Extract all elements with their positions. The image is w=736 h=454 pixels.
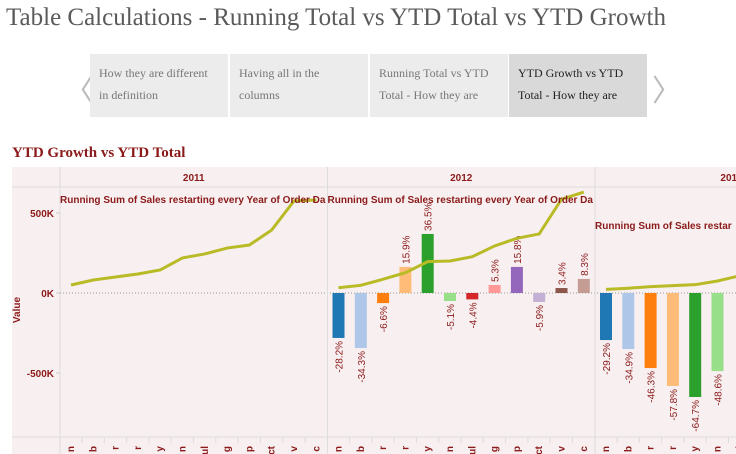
story-point-2[interactable]: Having all in the columns	[230, 54, 368, 117]
month-label: g	[222, 446, 233, 452]
running-sum-annotation: Running Sum of Sales restar	[595, 221, 732, 232]
pane-2011: 2011 Running Sum of Sales restarting ever…	[60, 173, 328, 454]
month-label: g	[490, 446, 501, 452]
bar-data-label: -5.9%	[535, 305, 546, 331]
month-label: r	[400, 446, 411, 450]
month-label: p	[512, 446, 523, 452]
month-label: n	[713, 446, 724, 452]
story-point-3[interactable]: Running Total vs YTD Total - How they ar…	[370, 54, 508, 117]
bar-data-label: -48.6%	[714, 374, 725, 406]
bar	[622, 293, 635, 349]
month-label: ul	[735, 446, 736, 454]
bar	[510, 266, 523, 293]
month-label: y	[423, 446, 434, 452]
bar	[444, 293, 456, 301]
bar	[332, 293, 345, 338]
month-label: n	[66, 446, 77, 452]
bar-data-label: 5.3%	[491, 259, 502, 282]
bar-data-label: 3.4%	[558, 262, 569, 285]
bar-data-label: 8.3%	[580, 253, 591, 276]
bar	[533, 293, 546, 302]
bar	[466, 293, 479, 300]
bar-data-label: -4.4%	[468, 302, 479, 328]
pane-201: 201 -29.2% -34.9% -46.3% -57.8% -64.7% -48.6% R…	[595, 173, 736, 454]
month-label: n	[445, 446, 456, 452]
running-sum-annotation: Running Sum of Sales restarting every Ye…	[60, 195, 326, 206]
y-tick-label: 500K	[30, 209, 55, 220]
bar-data-label: -57.8%	[669, 389, 680, 421]
month-label: c	[579, 446, 590, 452]
page-title: Table Calculations - Running Total vs YT…	[6, 4, 666, 31]
bar	[689, 293, 702, 397]
chart-background	[12, 167, 736, 454]
bar-data-label: 15.9%	[401, 235, 412, 263]
bar	[555, 288, 568, 293]
bar	[644, 293, 657, 369]
running-sum-annotation: Running Sum of Sales restarting every Ye…	[328, 195, 594, 206]
month-label: b	[356, 446, 367, 452]
bar-data-label: -34.3%	[357, 351, 368, 383]
month-label: y	[690, 446, 701, 452]
month-label: r	[133, 446, 144, 450]
month-label: n	[178, 446, 189, 452]
y-tick-label: -500K	[27, 369, 55, 380]
bar	[377, 293, 390, 304]
chevron-right-icon[interactable]: 〉	[652, 74, 682, 109]
pane-year-label: 201	[720, 173, 736, 184]
month-label: r	[646, 446, 657, 450]
bar-data-label: -34.9%	[624, 352, 635, 384]
story-point-4[interactable]: YTD Growth vs YTD Total - How they are	[509, 54, 647, 117]
bar	[488, 285, 501, 293]
month-label: ct	[267, 445, 278, 454]
month-label: ct	[534, 445, 545, 454]
chevron-left-icon[interactable]: 〈	[64, 74, 94, 109]
bar-data-label: -28.2%	[335, 341, 346, 373]
story-carousel: 〈 How they are different in definition H…	[60, 54, 682, 119]
month-label: ul	[200, 446, 211, 454]
bar	[600, 293, 612, 341]
month-label: r	[111, 446, 122, 450]
running-sum-line	[605, 275, 736, 291]
running-sum-line	[338, 190, 585, 290]
bar-data-label: -6.6%	[379, 306, 390, 332]
running-sum-line	[70, 198, 317, 287]
month-label: v	[557, 446, 568, 452]
month-label: b	[88, 446, 99, 452]
y-axis-title: Value	[12, 297, 23, 324]
bar	[421, 233, 434, 293]
y-tick-label: 0K	[41, 289, 55, 300]
bar	[666, 293, 679, 386]
month-label: p	[244, 446, 255, 452]
story-point-1[interactable]: How they are different in definition	[90, 54, 228, 117]
month-label: y	[155, 446, 166, 452]
month-label: c	[311, 446, 322, 452]
bar-data-label: -46.3%	[647, 371, 658, 403]
bar	[577, 278, 590, 293]
bar	[711, 293, 724, 372]
month-label: v	[289, 446, 300, 452]
month-label: ul	[467, 446, 478, 454]
bar-data-label: -64.7%	[691, 400, 702, 432]
bar-data-label: -29.2%	[602, 343, 613, 375]
bar	[354, 293, 367, 349]
month-label: n	[601, 446, 612, 452]
pane-year-label: 2012	[450, 173, 473, 184]
bar-data-label: -5.1%	[446, 304, 457, 330]
chart-title: YTD Growth vs YTD Total	[12, 145, 186, 161]
bar-data-label: 36.5%	[424, 202, 435, 230]
bar-data-label: 15.8%	[513, 235, 524, 263]
month-label: n	[334, 446, 345, 452]
month-label: b	[623, 446, 634, 452]
pane-year-label: 2011	[183, 173, 205, 184]
month-label: r	[378, 446, 389, 450]
pane-2012: 2012 -28.2% -34.3% -6.6% 15.9% 36.5% -5.1% -4.4…	[328, 173, 595, 454]
month-label: r	[668, 446, 679, 450]
